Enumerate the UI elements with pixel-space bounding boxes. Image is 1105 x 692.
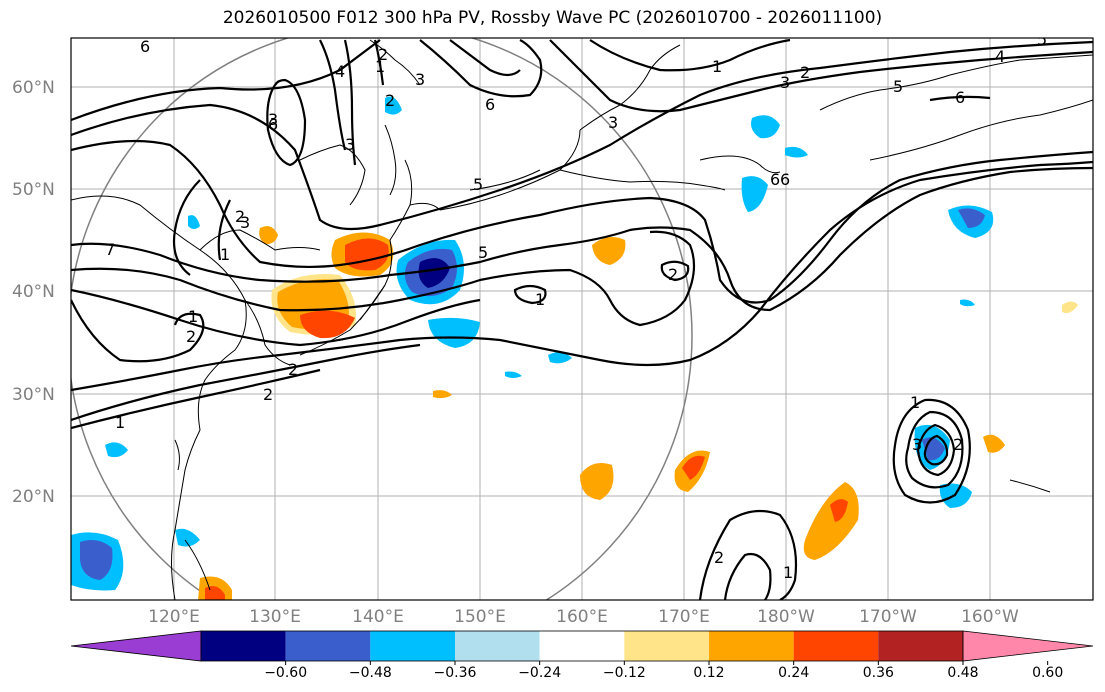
colorbar-tick-label: −0.48 xyxy=(349,665,392,681)
colorbar-tick-label: −0.24 xyxy=(518,665,561,681)
colorbar-segment xyxy=(709,631,794,661)
contour-label: 2 xyxy=(288,360,298,379)
contour-label: 2 xyxy=(668,265,678,284)
colorbar-tick-label: −0.12 xyxy=(603,665,646,681)
contour-label: 6 xyxy=(770,170,780,189)
latitude-labels: 60°N 50°N 40°N 30°N 20°N xyxy=(12,78,55,507)
contour-label: 1 xyxy=(220,245,230,264)
contour-label: 2 xyxy=(953,435,963,454)
lon-label: 170°W xyxy=(859,607,917,627)
contour-label: 2 xyxy=(235,207,245,226)
colorbar-segment xyxy=(793,631,879,661)
region-circle xyxy=(71,38,693,600)
colorbar-segment xyxy=(539,631,625,661)
lat-label-50n: 50°N xyxy=(12,180,55,200)
colorbar-tick-label: 0.60 xyxy=(1032,665,1063,681)
contour-label: 3 xyxy=(268,110,278,129)
contour-label: 4 xyxy=(995,47,1005,66)
contour-label: 5 xyxy=(1037,30,1047,49)
colorbar: −0.60 −0.48 −0.36 −0.24 −0.12 0.12 0.24 0.36 0.4… xyxy=(70,630,1094,681)
lon-label: 140°E xyxy=(352,607,404,627)
colorbar-tick-label: 0.48 xyxy=(947,665,978,681)
colorbar-frame xyxy=(200,630,964,662)
colorbar-segment xyxy=(878,631,963,661)
colorbar-tick-label: −0.60 xyxy=(264,665,307,681)
colorbar-tick-label: 0.36 xyxy=(863,665,894,681)
contour-label: 7 xyxy=(105,240,115,259)
contour-label: 5 xyxy=(893,77,903,96)
lon-label: 180°W xyxy=(757,607,815,627)
contour-label: 3 xyxy=(345,135,355,154)
lon-label: 150°E xyxy=(454,607,506,627)
lon-label: 170°E xyxy=(658,607,710,627)
contour-label: 2 xyxy=(714,548,724,567)
lat-label-60n: 60°N xyxy=(12,78,55,98)
contour-label: 1 xyxy=(712,57,722,76)
contour-label: 6 xyxy=(955,88,965,107)
colorbar-tick-label: 0.24 xyxy=(778,665,809,681)
contour-label: 6 xyxy=(140,37,150,56)
contour-label: 6 xyxy=(485,95,495,114)
contour-label: 3 xyxy=(240,213,250,232)
colorbar-tick-label: −0.36 xyxy=(434,665,477,681)
contour-label: 1 xyxy=(783,563,793,582)
contour-label: 3 xyxy=(780,73,790,92)
contour-label: 6 xyxy=(268,115,278,134)
contour-label: 2 xyxy=(385,91,395,110)
colorbar-tick-label: 0.12 xyxy=(693,665,724,681)
contour-label: 2 xyxy=(800,63,810,82)
longitude-labels: 120°E 130°E 140°E 150°E 160°E 170°E 180°… xyxy=(148,607,1019,627)
lon-label: 160°W xyxy=(961,607,1019,627)
contour-label: 1 xyxy=(375,57,385,76)
contour-label: 1 xyxy=(115,413,125,432)
contour-label: 1 xyxy=(188,307,198,326)
contour-label: 6 xyxy=(780,170,790,189)
contour-label: 3 xyxy=(415,70,425,89)
pv-contours xyxy=(71,38,1093,600)
contour-label: 5 xyxy=(478,243,488,262)
contour-label: 2 xyxy=(263,385,273,404)
contour-label: 4 xyxy=(335,62,345,81)
pv-shading xyxy=(71,96,1078,600)
lon-label: 120°E xyxy=(148,607,200,627)
contour-label: 3 xyxy=(912,435,922,454)
lat-label-20n: 20°N xyxy=(12,487,55,507)
colorbar-extend-high xyxy=(962,630,1094,662)
lon-label: 160°E xyxy=(556,607,608,627)
lon-label: 130°E xyxy=(249,607,301,627)
contour-label: 3 xyxy=(608,113,618,132)
lat-label-30n: 30°N xyxy=(12,385,55,405)
colorbar-segment xyxy=(201,631,286,661)
contour-labels: 6 3 2 1 7 6 3 1 2 3 3 5 4 5 6 4 6 6 3 2 … xyxy=(105,30,1047,582)
contour-label: 5 xyxy=(473,175,483,194)
contour-label: 2 xyxy=(186,327,196,346)
colorbar-segment xyxy=(370,631,455,661)
colorbar-segment xyxy=(285,631,371,661)
map-border xyxy=(70,37,1094,601)
colorbar-segment xyxy=(624,631,709,661)
map-title: 2026010500 F012 300 hPa PV, Rossby Wave … xyxy=(222,8,883,28)
colorbar-segment xyxy=(455,631,540,661)
contour-label: 2 xyxy=(378,45,388,64)
colorbar-extend-low xyxy=(70,630,202,662)
contour-label: 1 xyxy=(535,290,545,309)
contour-label: 1 xyxy=(910,393,920,412)
lat-label-40n: 40°N xyxy=(12,282,55,302)
coastlines xyxy=(71,39,1093,600)
